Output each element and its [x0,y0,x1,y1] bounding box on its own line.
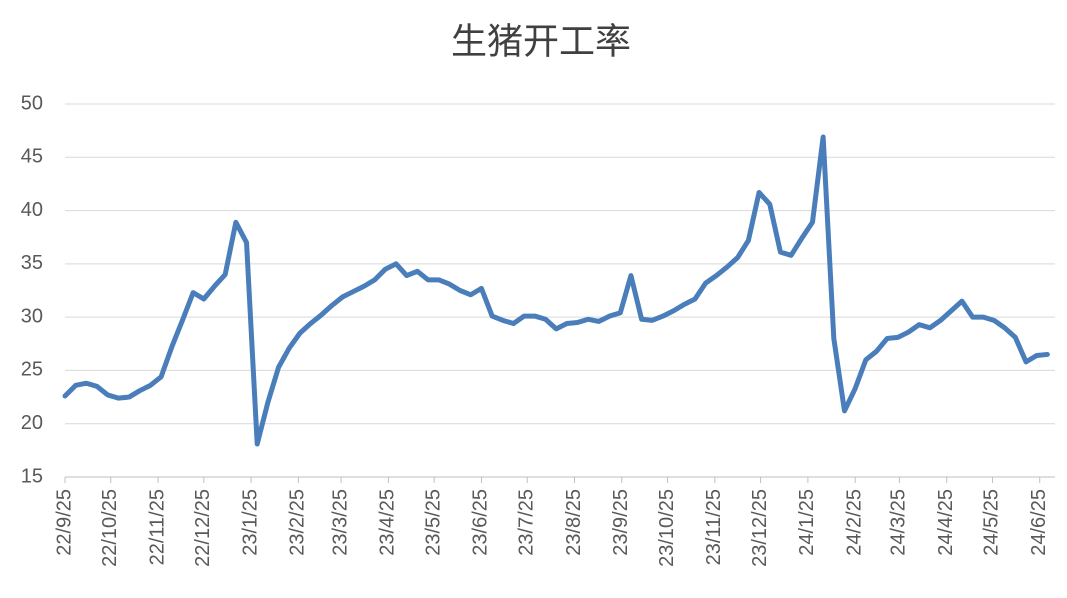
x-tick-label: 23/4/25 [377,489,399,556]
x-tick-label: 24/4/25 [935,489,957,556]
x-tick-label: 23/9/25 [610,489,632,556]
y-tick-label: 20 [21,412,43,434]
x-tick-label: 23/1/25 [239,489,261,556]
y-tick-label: 45 [21,146,43,168]
y-tick-label: 15 [21,465,43,487]
x-tick-label: 23/6/25 [470,489,492,556]
x-tick-label: 23/5/25 [422,489,444,556]
data-line [62,134,1050,447]
y-tick-label: 35 [21,252,43,274]
x-tick-label: 23/2/25 [287,489,309,556]
x-tick-label: 23/12/25 [749,489,771,567]
x-tick-label: 24/6/25 [1028,489,1050,556]
x-tick-label: 24/3/25 [888,489,910,556]
x-tick-label: 22/9/25 [53,489,75,556]
chart-title: 生猪开工率 [451,21,631,61]
y-tick-label: 50 [21,92,43,114]
x-tick-label: 22/10/25 [99,489,121,567]
y-tick-label: 30 [21,305,43,327]
x-tick-label: 23/11/25 [703,489,725,565]
y-tick-label: 25 [21,359,43,381]
x-tick-label: 22/11/25 [146,489,168,565]
x-tick-label: 23/3/25 [329,489,351,556]
x-tick-label: 23/10/25 [656,489,678,567]
x-tick-label: 23/7/25 [515,489,537,556]
x-tick-label: 23/8/25 [563,489,585,556]
y-tick-label: 40 [21,199,43,221]
x-tick-label: 24/5/25 [981,489,1003,556]
x-tick-label: 24/1/25 [796,489,818,556]
x-tick-label: 22/12/25 [192,489,214,567]
x-tick-label: 24/2/25 [843,489,865,556]
